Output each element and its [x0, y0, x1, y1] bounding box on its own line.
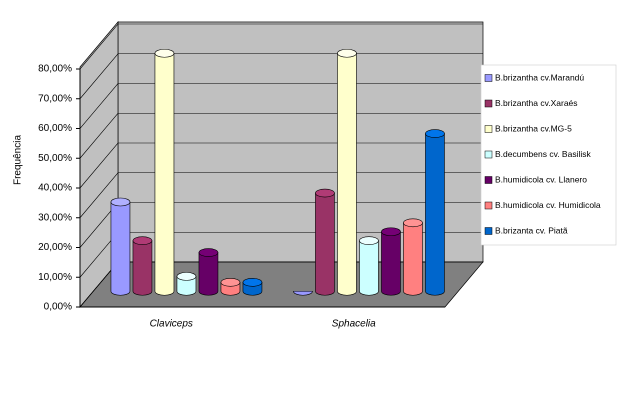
- legend-swatch: [484, 125, 493, 133]
- legend-label: B.brizantha cv.Marandú: [495, 72, 584, 82]
- cylinder: [110, 197, 131, 296]
- grid-line: [79, 53, 483, 99]
- cylinder: [381, 227, 401, 296]
- cylinder: [220, 278, 241, 296]
- bar: [154, 52, 175, 296]
- cylinder: [359, 236, 379, 296]
- cylinder: [198, 248, 219, 296]
- bar: [359, 240, 379, 296]
- bar-top: [381, 227, 401, 237]
- bar: [132, 240, 153, 296]
- y-tick-label: 0,00%: [44, 302, 72, 313]
- bar: [403, 222, 423, 296]
- grid-line: [79, 112, 483, 159]
- bar-top: [132, 236, 153, 245]
- legend-label: B.humidicola cv. Llanero: [495, 174, 587, 184]
- legend-box: [480, 64, 617, 246]
- bar-top: [425, 129, 445, 138]
- cylinder: [425, 129, 445, 296]
- y-tick-label: 60,00%: [38, 123, 72, 134]
- cylinder: [154, 48, 175, 296]
- legend-label: B.decumbens cv. Basilisk: [495, 149, 591, 159]
- bar-top: [359, 236, 379, 245]
- bar-top: [110, 197, 131, 207]
- bar-top: [176, 272, 197, 281]
- legend-label: B.brizanta cv. Piatã: [495, 225, 568, 235]
- bar: [425, 133, 445, 296]
- x-tick-label: Sphacelia: [332, 319, 376, 330]
- bar: [381, 231, 401, 296]
- cylinder: [176, 272, 197, 296]
- legend-swatch: [484, 74, 493, 82]
- bar: [110, 201, 131, 296]
- bar: [198, 252, 219, 296]
- cylinder: [132, 236, 153, 296]
- cylinder: [315, 188, 335, 296]
- bar-top: [198, 248, 219, 257]
- bar: [337, 52, 357, 296]
- cylinder: [293, 290, 313, 296]
- bar-top: [220, 278, 241, 287]
- bar-top: [403, 218, 423, 228]
- y-tick-label: 50,00%: [38, 153, 72, 164]
- x-tick-label: Claviceps: [150, 319, 193, 330]
- bar: [315, 192, 335, 296]
- legend-swatch: [484, 201, 493, 210]
- legend-label: B.humidicola cv. Humidicola: [495, 200, 601, 210]
- y-tick-label: 30,00%: [38, 212, 72, 223]
- cylinder: [337, 48, 357, 296]
- cylinder: [242, 278, 263, 296]
- legend-swatch: [484, 176, 493, 184]
- bar-top: [154, 48, 175, 58]
- bar: [293, 290, 313, 296]
- y-tick-label: 20,00%: [38, 242, 72, 253]
- y-axis-label: Frequência: [13, 135, 24, 185]
- cylinder: [403, 218, 423, 296]
- legend-label: B.brizantha cv.Xaraés: [495, 98, 578, 108]
- y-tick-label: 70,00%: [38, 93, 72, 104]
- y-tick-label: 80,00%: [38, 64, 72, 75]
- grid-line: [79, 83, 483, 129]
- bar-top: [337, 48, 357, 58]
- grid-line: [79, 172, 483, 218]
- grid-line: [79, 142, 483, 189]
- grid-line: [79, 23, 483, 70]
- legend-label: B.brizantha cv.MG-5: [495, 123, 572, 133]
- y-tick-label: 10,00%: [38, 272, 72, 283]
- bar: [176, 276, 197, 296]
- legend-swatch: [484, 227, 493, 235]
- legend-swatch: [484, 99, 493, 108]
- bar-top: [242, 278, 263, 287]
- bar-top: [315, 188, 335, 198]
- legend-swatch: [484, 150, 493, 159]
- y-tick-label: 40,00%: [38, 183, 72, 194]
